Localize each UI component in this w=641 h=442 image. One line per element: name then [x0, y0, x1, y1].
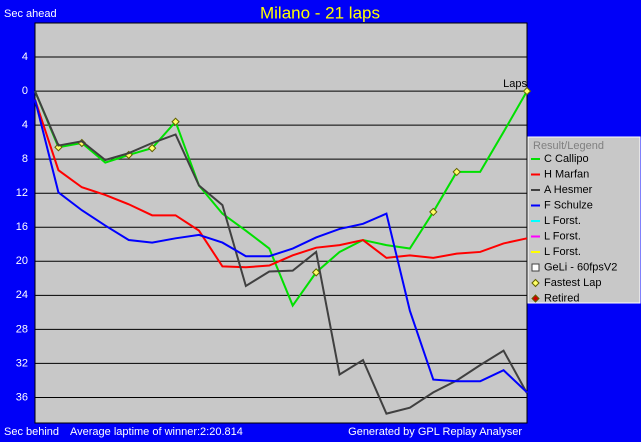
fastest-lap-marker — [522, 86, 532, 96]
legend-label: A Hesmer — [544, 184, 593, 196]
series-line — [34, 99, 528, 269]
series-line — [34, 90, 528, 415]
footer-right: Generated by GPL Replay Analyser — [348, 426, 522, 438]
y-tick-label: 20 — [16, 255, 28, 267]
fastest-lap-marker — [147, 143, 157, 153]
y-tick-label: 0 — [22, 85, 28, 97]
legend-swatch — [531, 294, 540, 303]
legend-swatch — [531, 263, 540, 272]
y-label-bottom: Sec behind — [4, 426, 59, 438]
y-tick-label: 28 — [16, 323, 28, 335]
y-tick-label: 24 — [16, 289, 28, 301]
legend-label: L Forst. — [544, 230, 581, 242]
fastest-lap-marker — [311, 268, 321, 277]
y-tick-label: 8 — [22, 153, 28, 165]
y-label-top: Sec ahead — [4, 8, 57, 20]
legend-box — [527, 136, 641, 304]
y-tick-label: 4 — [22, 51, 28, 63]
chart-title: Milano - 21 laps — [260, 3, 380, 22]
series-line — [34, 99, 528, 394]
legend-swatch — [531, 278, 540, 288]
legend-title: Result/Legend — [533, 140, 604, 152]
legend-label: Fastest Lap — [544, 277, 601, 289]
y-tick-label: 12 — [16, 187, 28, 199]
fastest-lap-marker — [171, 117, 180, 126]
legend-label: C Callipo — [544, 153, 589, 165]
fastest-lap-marker — [429, 207, 438, 217]
series-line — [34, 90, 528, 308]
y-tick-label: 36 — [16, 391, 28, 403]
y-tick-label: 4 — [22, 119, 28, 131]
footer-left: Average laptime of winner:2:20.814 — [70, 426, 243, 438]
y-tick-label: 16 — [16, 221, 28, 233]
legend-label: Retired — [544, 292, 579, 304]
fastest-lap-marker — [452, 167, 461, 177]
legend-label: F Schulze — [544, 199, 593, 211]
x-axis-label: Laps — [503, 78, 527, 90]
y-tick-label: 32 — [16, 357, 28, 369]
legend-label: GeLi - 60fpsV2 — [544, 261, 617, 273]
legend-label: L Forst. — [544, 215, 581, 227]
legend-label: H Marfan — [544, 168, 589, 180]
legend-label: L Forst. — [544, 246, 581, 258]
plot-area — [34, 22, 528, 424]
